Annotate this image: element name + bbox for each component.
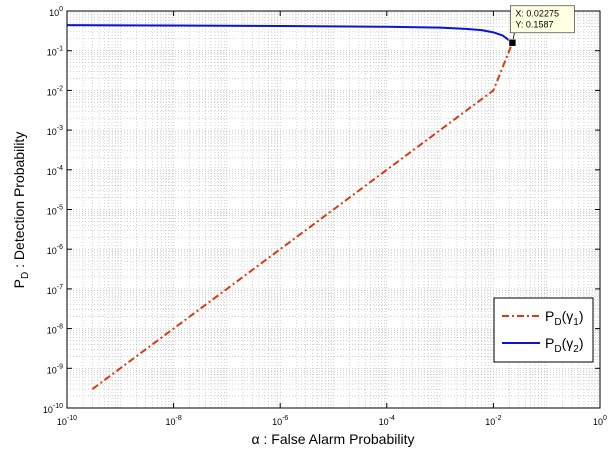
y-axis-label-sub: D xyxy=(20,272,31,279)
y-tick-exponent: -4 xyxy=(57,165,63,172)
y-tick-exponent: -9 xyxy=(57,363,63,370)
x-tick-label: 10-2 xyxy=(485,415,501,427)
legend-label-gamma1-close: ) xyxy=(579,308,584,324)
y-axis-label-rest: : Detection Probability xyxy=(11,132,27,272)
y-tick-label: 10-5 xyxy=(47,205,63,217)
x-tick-base: 10 xyxy=(165,417,175,427)
y-tick-base: 10 xyxy=(49,8,59,18)
x-tick-base: 10 xyxy=(593,417,603,427)
y-axis-label: PD : Detection Probability xyxy=(11,132,31,289)
y-tick-label: 10-10 xyxy=(43,403,63,415)
y-tick-label: 10-2 xyxy=(47,85,63,97)
ticks xyxy=(66,10,601,409)
legend-label-gamma2-sub: D xyxy=(554,344,561,355)
y-tick-exponent: -8 xyxy=(57,324,63,331)
y-tick-base: 10 xyxy=(43,405,53,415)
x-tick-label: 10-10 xyxy=(57,415,77,427)
x-axis-label: α : False Alarm Probability xyxy=(252,431,415,447)
x-tick-exponent: -2 xyxy=(495,415,501,422)
data-tip-box xyxy=(510,5,575,34)
x-tick-base: 10 xyxy=(272,417,282,427)
y-tick-base: 10 xyxy=(47,127,57,137)
y-tick-label: 10-9 xyxy=(47,363,63,375)
series-layer xyxy=(66,24,514,390)
legend-label-gamma2: PD(γ2) xyxy=(545,335,583,355)
y-tick-base: 10 xyxy=(47,48,57,58)
x-tick-exponent: -10 xyxy=(67,415,77,422)
tick-labels: 10-10 10-8 10-6 10-4 10-2 10010-1010-910-810-… xyxy=(43,6,607,427)
series-line-gamma2 xyxy=(66,24,514,44)
y-tick-label: 100 xyxy=(49,6,63,18)
legend-box xyxy=(493,297,594,363)
legend-label-gamma2-arg: (γ xyxy=(562,335,574,351)
y-tick-exponent: -5 xyxy=(57,205,63,212)
y-tick-exponent: -1 xyxy=(57,46,63,53)
y-tick-base: 10 xyxy=(47,246,57,256)
y-tick-exponent: -10 xyxy=(53,403,63,410)
data-tip[interactable]: X: 0.02275 Y: 0.1587 xyxy=(508,5,575,47)
data-tip-marker[interactable] xyxy=(508,38,517,47)
data-tip-x: X: 0.02275 xyxy=(515,9,559,19)
x-tick-exponent: -4 xyxy=(389,415,395,422)
legend-label-gamma1-sub: D xyxy=(554,317,561,328)
x-tick-label: 100 xyxy=(593,415,607,427)
legend-label-gamma1-arg: (γ xyxy=(562,308,574,324)
x-tick-exponent: -6 xyxy=(282,415,288,422)
y-tick-label: 10-8 xyxy=(47,324,63,336)
y-tick-label: 10-6 xyxy=(47,244,63,256)
y-tick-exponent: -7 xyxy=(57,284,63,291)
data-tip-y: Y: 0.1587 xyxy=(515,20,553,30)
x-tick-base: 10 xyxy=(485,417,495,427)
legend-label-gamma2-main: P xyxy=(545,335,554,351)
y-tick-base: 10 xyxy=(47,326,57,336)
y-tick-exponent: -2 xyxy=(57,85,63,92)
y-tick-label: 10-4 xyxy=(47,165,63,177)
legend-label-gamma1-main: P xyxy=(545,308,554,324)
series-line-gamma1 xyxy=(91,42,514,390)
legend-label-gamma2-arg-sub: 2 xyxy=(573,344,579,355)
x-tick-label: 10-4 xyxy=(379,415,395,427)
x-tick-base: 10 xyxy=(57,417,67,427)
y-tick-exponent: -3 xyxy=(57,125,63,132)
x-tick-exponent: 0 xyxy=(603,415,607,422)
x-tick-label: 10-6 xyxy=(272,415,288,427)
x-tick-base: 10 xyxy=(379,417,389,427)
legend-label-gamma2-close: ) xyxy=(579,335,584,351)
y-tick-label: 10-1 xyxy=(47,46,63,58)
legend-label-gamma1: PD(γ1) xyxy=(545,308,583,328)
y-tick-label: 10-3 xyxy=(47,125,63,137)
x-tick-exponent: -8 xyxy=(175,415,181,422)
y-axis-label-main: P xyxy=(11,279,27,288)
x-tick-label: 10-8 xyxy=(165,415,181,427)
y-tick-base: 10 xyxy=(47,365,57,375)
y-tick-exponent: -6 xyxy=(57,244,63,251)
y-tick-label: 10-7 xyxy=(47,284,63,296)
y-tick-base: 10 xyxy=(47,207,57,217)
legend: PD(γ1) PD(γ2) xyxy=(493,297,594,363)
y-tick-exponent: 0 xyxy=(59,6,63,13)
y-tick-base: 10 xyxy=(47,87,57,97)
y-tick-base: 10 xyxy=(47,167,57,177)
legend-label-gamma1-arg-sub: 1 xyxy=(573,317,579,328)
y-tick-base: 10 xyxy=(47,286,57,296)
